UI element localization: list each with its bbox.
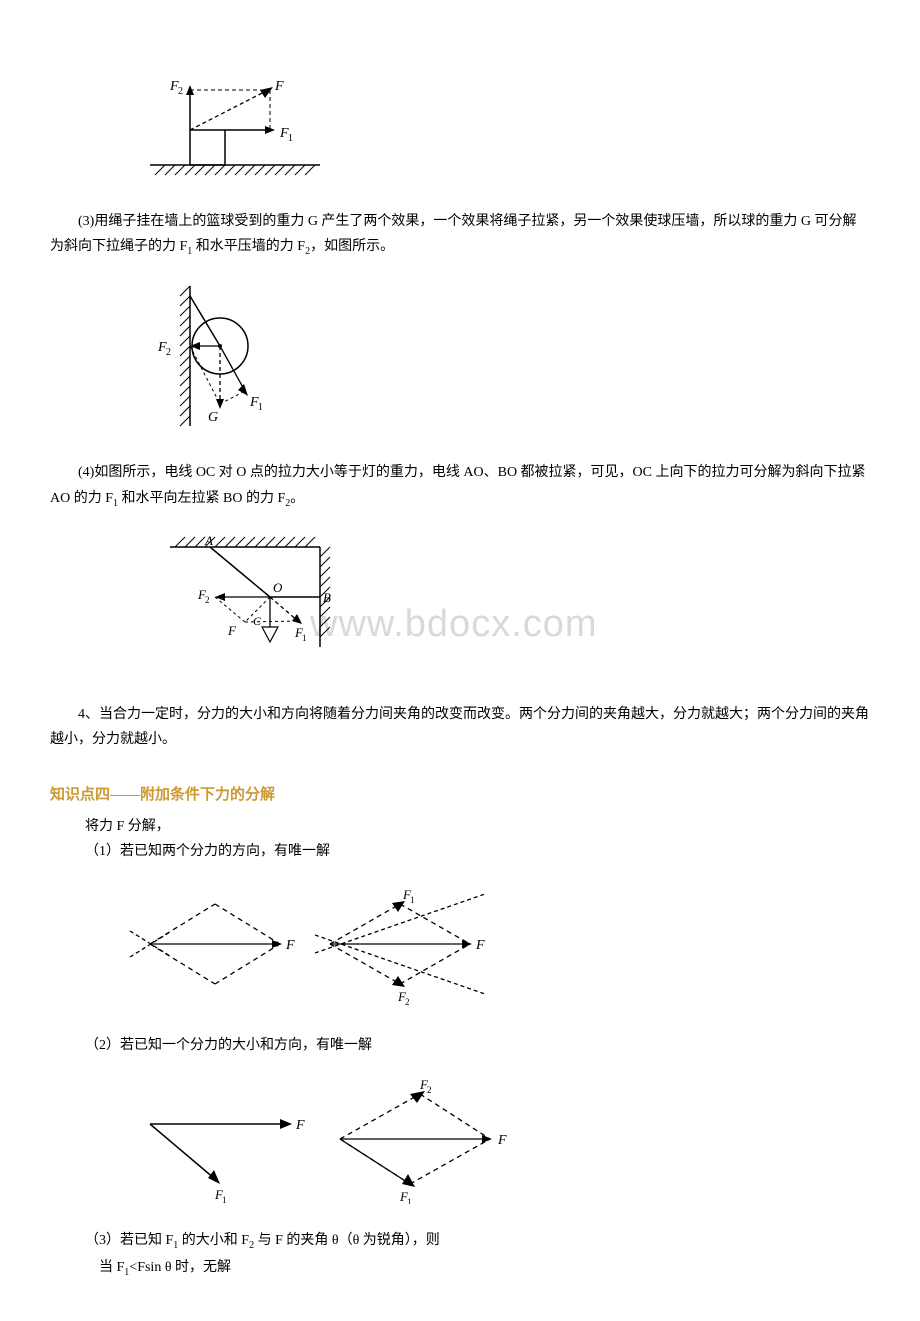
diagram-lamp-wires: A B O C F 2 F 1 F [150, 527, 870, 686]
case-1: （1）若已知两个分力的方向，有唯一解 [85, 839, 870, 864]
svg-text:F: F [274, 79, 284, 94]
svg-text:1: 1 [407, 1197, 412, 1204]
section-heading-4: 知识点四——附加条件下力的分解 [50, 782, 870, 809]
svg-text:2: 2 [205, 595, 210, 605]
svg-text:F: F [475, 938, 485, 953]
svg-text:F: F [497, 1133, 507, 1148]
svg-text:B: B [323, 590, 331, 605]
svg-text:F: F [227, 623, 237, 638]
svg-text:F: F [285, 938, 295, 953]
svg-text:A: A [204, 533, 213, 548]
svg-text:2: 2 [166, 347, 171, 358]
diagram-one-component: F F 1 F 2 F 1 F [120, 1074, 870, 1213]
diagram-ball-wall: F 2 G F 1 [150, 276, 870, 445]
paragraph-summary: 4、当合力一定时，分力的大小和方向将随着分力间夹角的改变而改变。两个分力间的夹角… [50, 702, 870, 752]
svg-text:1: 1 [222, 1195, 227, 1204]
case-3-sub: 当 F1<Fsin θ 时，无解 [99, 1255, 870, 1282]
svg-text:1: 1 [258, 402, 263, 413]
page-content: F 2 F F 1 (3)用绳子挂在墙上的篮球受到的重力 G 产生了两个效果，一… [50, 75, 870, 1281]
svg-text:2: 2 [405, 997, 410, 1007]
svg-text:2: 2 [427, 1085, 432, 1095]
svg-text:1: 1 [302, 633, 307, 643]
svg-text:1: 1 [288, 133, 293, 144]
svg-text:1: 1 [410, 895, 415, 905]
svg-text:O: O [273, 580, 283, 595]
diagram-two-directions: F F 1 F 2 F [120, 879, 870, 1018]
paragraph-4: (4)如图所示，电线 OC 对 O 点的拉力大小等于灯的重力，电线 AO、BO … [50, 460, 870, 512]
paragraph-3: (3)用绳子挂在墙上的篮球受到的重力 G 产生了两个效果，一个效果将绳子拉紧，另… [50, 209, 870, 261]
svg-text:G: G [208, 410, 218, 425]
svg-text:C: C [253, 614, 262, 628]
case-2: （2）若已知一个分力的大小和方向，有唯一解 [85, 1033, 870, 1058]
svg-text:2: 2 [178, 86, 183, 97]
svg-text:F: F [295, 1118, 305, 1133]
case-3: （3）若已知 F1 的大小和 F2 与 F 的夹角 θ（θ 为锐角），则 [85, 1228, 870, 1255]
intro-4: 将力 F 分解， [85, 814, 870, 839]
diagram-box-forces: F 2 F F 1 [150, 75, 870, 194]
